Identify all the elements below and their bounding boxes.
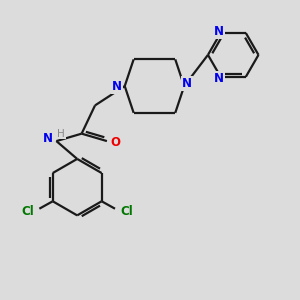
Text: N: N: [214, 72, 224, 85]
Text: H: H: [57, 129, 65, 139]
Text: N: N: [112, 80, 122, 93]
Text: N: N: [43, 132, 53, 145]
Text: N: N: [182, 76, 192, 90]
Text: N: N: [214, 25, 224, 38]
Text: O: O: [111, 136, 121, 149]
Text: Cl: Cl: [22, 205, 34, 218]
Text: Cl: Cl: [120, 205, 133, 218]
